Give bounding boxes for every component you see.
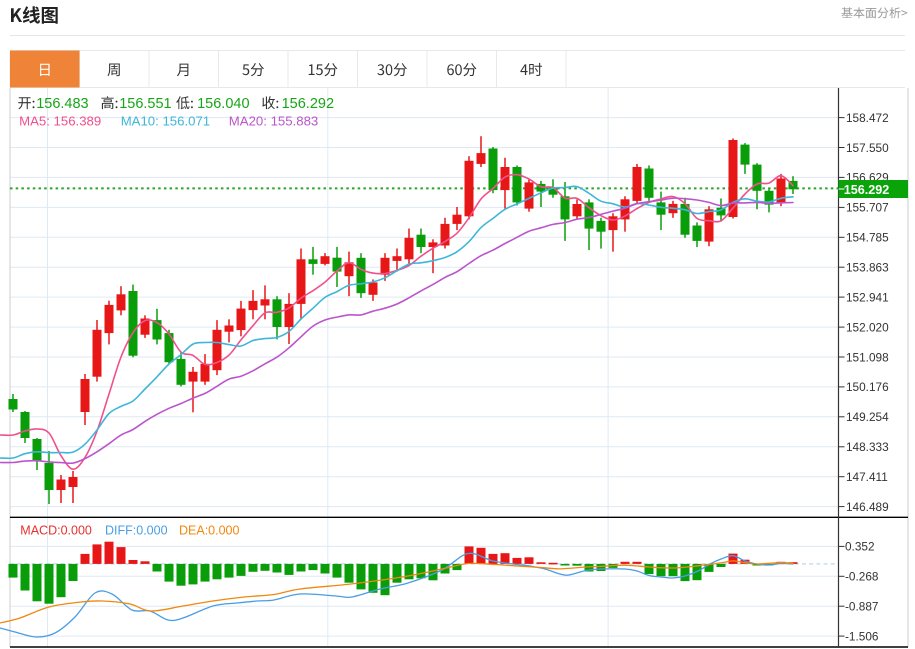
svg-text:155.707: 155.707 xyxy=(846,201,889,215)
svg-text:151.098: 151.098 xyxy=(846,350,889,364)
svg-text:-0.887: -0.887 xyxy=(845,600,878,614)
svg-text:156.292: 156.292 xyxy=(844,183,890,197)
svg-text:156.292: 156.292 xyxy=(282,96,334,112)
svg-text:148.333: 148.333 xyxy=(846,440,889,454)
svg-text:DEA:0.000: DEA:0.000 xyxy=(179,524,240,538)
svg-text:152.020: 152.020 xyxy=(846,320,889,334)
svg-text:MA5: 156.389: MA5: 156.389 xyxy=(19,113,101,128)
svg-text:MA20: 155.883: MA20: 155.883 xyxy=(229,113,318,128)
svg-text:-1.506: -1.506 xyxy=(845,629,879,643)
svg-text:156.551: 156.551 xyxy=(119,96,171,112)
svg-text:154.785: 154.785 xyxy=(846,231,889,245)
svg-text:150.176: 150.176 xyxy=(846,380,889,394)
svg-text:158.472: 158.472 xyxy=(846,111,889,125)
svg-text:149.254: 149.254 xyxy=(846,410,889,424)
svg-text:DIFF:0.000: DIFF:0.000 xyxy=(105,524,168,538)
svg-text:152.941: 152.941 xyxy=(846,290,889,304)
svg-text:146.489: 146.489 xyxy=(846,500,889,514)
svg-text:MA10: 156.071: MA10: 156.071 xyxy=(121,113,210,128)
svg-text:153.863: 153.863 xyxy=(846,261,889,275)
svg-text:MACD:0.000: MACD:0.000 xyxy=(20,524,92,538)
svg-text:-0.268: -0.268 xyxy=(845,570,879,584)
svg-text:157.550: 157.550 xyxy=(846,141,889,155)
svg-text:147.411: 147.411 xyxy=(846,470,888,484)
svg-text:0.352: 0.352 xyxy=(845,540,875,554)
svg-text:156.483: 156.483 xyxy=(36,96,88,112)
svg-text:156.040: 156.040 xyxy=(197,96,249,112)
